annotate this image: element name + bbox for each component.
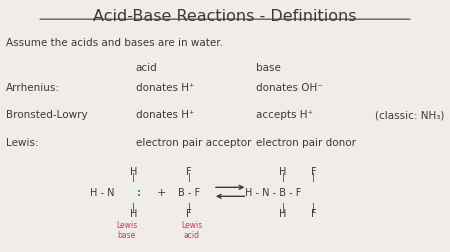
Text: F: F [311, 166, 316, 176]
Text: |: | [312, 203, 315, 211]
Text: B - F: B - F [178, 187, 200, 197]
Text: H: H [279, 208, 287, 218]
Text: |: | [188, 203, 191, 211]
Text: base: base [256, 62, 281, 72]
Text: Acid-Base Reactions - Definitions: Acid-Base Reactions - Definitions [93, 9, 357, 24]
Text: electron pair donor: electron pair donor [256, 137, 356, 147]
Text: H - N - B - F: H - N - B - F [245, 187, 302, 197]
Text: F: F [311, 208, 316, 218]
Text: acid: acid [135, 62, 157, 72]
Text: electron pair acceptor: electron pair acceptor [135, 137, 251, 147]
Text: |: | [188, 173, 191, 182]
Text: |: | [312, 173, 315, 182]
Text: Lewis
acid: Lewis acid [181, 220, 202, 239]
Text: accepts H⁺: accepts H⁺ [256, 110, 313, 120]
Text: H: H [279, 166, 287, 176]
Text: donates H⁺: donates H⁺ [135, 82, 194, 92]
Text: +: + [157, 187, 166, 197]
Text: donates H⁺: donates H⁺ [135, 110, 194, 120]
Text: |: | [282, 173, 285, 182]
Text: H: H [130, 166, 137, 176]
Text: Arrhenius:: Arrhenius: [6, 82, 60, 92]
Text: |: | [282, 203, 285, 211]
Text: Assume the acids and bases are in water.: Assume the acids and bases are in water. [6, 38, 223, 47]
Text: |: | [132, 203, 135, 211]
Text: H - N: H - N [90, 187, 114, 197]
Text: F: F [186, 166, 192, 176]
Text: :: : [137, 187, 141, 197]
Text: F: F [186, 208, 192, 218]
Text: Bronsted-Lowry: Bronsted-Lowry [6, 110, 87, 120]
Text: Lewis
base: Lewis base [116, 220, 137, 239]
Text: Lewis:: Lewis: [6, 137, 39, 147]
Text: |: | [132, 173, 135, 182]
Text: donates OH⁻: donates OH⁻ [256, 82, 323, 92]
Text: H: H [130, 208, 137, 218]
Text: (classic: NH₃): (classic: NH₃) [375, 110, 444, 120]
